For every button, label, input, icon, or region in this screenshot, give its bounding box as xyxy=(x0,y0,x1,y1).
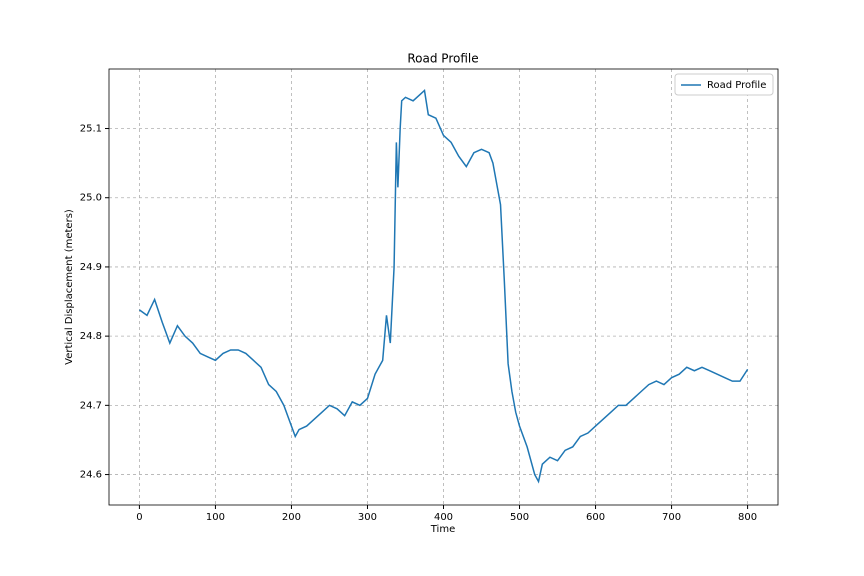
y-tick-label: 25.0 xyxy=(80,193,102,204)
y-tick-label: 25.1 xyxy=(80,124,102,135)
x-tick-label: 200 xyxy=(282,512,301,523)
y-tick-label: 24.9 xyxy=(80,262,102,273)
x-tick-label: 800 xyxy=(738,512,757,523)
chart-title: Road Profile xyxy=(407,52,478,66)
x-tick-label: 0 xyxy=(136,512,142,523)
x-tick-label: 600 xyxy=(586,512,605,523)
legend-label: Road Profile xyxy=(707,80,766,91)
x-tick-label: 300 xyxy=(358,512,377,523)
series-line xyxy=(138,88,749,484)
x-axis-label: Time xyxy=(430,524,455,535)
y-tick-label: 24.8 xyxy=(80,331,102,342)
x-tick-label: 500 xyxy=(510,512,529,523)
x-tick-label: 700 xyxy=(662,512,681,523)
y-axis-label: Vertical Displacement (meters) xyxy=(64,209,75,365)
x-tick-label: 400 xyxy=(434,512,453,523)
y-tick-label: 24.6 xyxy=(80,470,102,481)
plot-frame xyxy=(108,68,779,506)
x-tick-label: 100 xyxy=(206,512,225,523)
y-tick-label: 24.7 xyxy=(80,400,102,411)
legend-box xyxy=(674,73,774,96)
